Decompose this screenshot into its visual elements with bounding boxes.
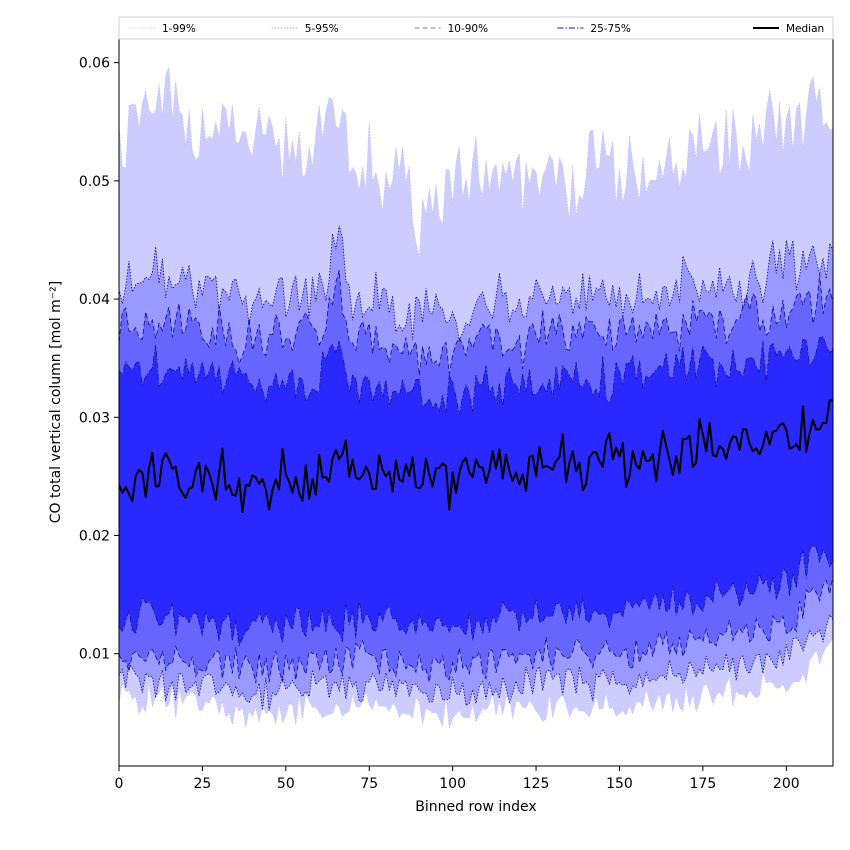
y-tick-label: 0.06 (79, 56, 110, 72)
legend: 1-99% 5-95% 10-90% 25-75% Median (118, 16, 834, 40)
band-10-90%-upper-line (119, 269, 833, 376)
x-tick-label: 25 (193, 776, 211, 792)
band-1-99%-upper-line (119, 67, 833, 257)
x-tick-label: 150 (606, 776, 633, 792)
y-axis: 0.01 0.02 0.03 0.04 0.05 0.06 (79, 56, 119, 663)
band-1-99%-lower-line (119, 638, 833, 729)
legend-label-1-99%: 1-99% (162, 23, 196, 35)
median-layer (119, 399, 833, 513)
x-tick-label: 50 (277, 776, 295, 792)
legend-label-25-75%: 25-75% (590, 23, 631, 35)
legend-label-5-95%: 5-95% (305, 23, 339, 35)
band-10-90%-lower-line (119, 575, 833, 684)
legend-box (118, 16, 834, 40)
legend-label-10-90%: 10-90% (448, 23, 489, 35)
band-5-95%-lower-line (119, 613, 833, 711)
x-tick-label: 200 (773, 776, 800, 792)
y-tick-label: 0.04 (79, 292, 110, 308)
x-axis: 0 25 50 75 100 125 150 175 200 (115, 766, 800, 792)
band-25-75%-lower-line (119, 545, 833, 647)
y-tick-label: 0.01 (79, 647, 110, 663)
x-tick-label: 75 (360, 776, 378, 792)
legend-label-Median: Median (786, 23, 824, 35)
x-tick-label: 100 (439, 776, 466, 792)
x-tick-label: 0 (115, 776, 124, 792)
bands-layer (119, 67, 833, 729)
band-25-75% (119, 336, 833, 646)
y-tick-label: 0.02 (79, 528, 110, 544)
band-lines-layer (119, 67, 833, 729)
x-tick-label: 125 (523, 776, 550, 792)
x-axis-label: Binned row index (415, 799, 536, 815)
band-25-75%-upper-line (119, 336, 833, 416)
median-line (119, 399, 833, 513)
y-tick-label: 0.05 (79, 174, 110, 190)
y-tick-label: 0.03 (79, 410, 110, 426)
y-axis-label: CO total vertical column [mol m⁻²] (48, 281, 64, 523)
x-tick-label: 175 (690, 776, 717, 792)
